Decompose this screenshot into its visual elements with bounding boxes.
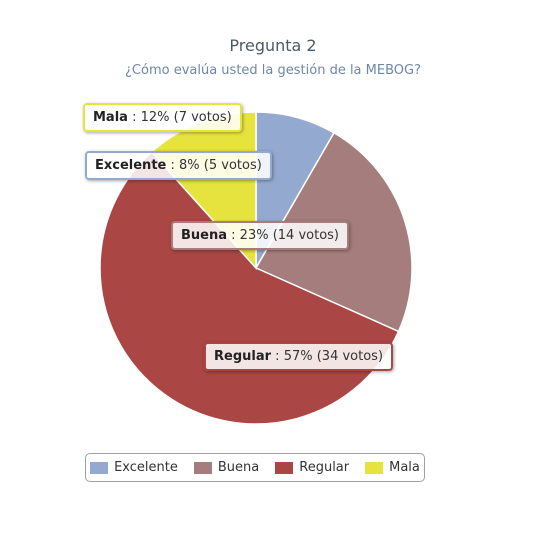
chart-legend: Excelente Buena Regular Mala — [85, 453, 425, 482]
legend-label: Excelente — [114, 460, 178, 475]
data-label-votes: (14 votos) — [272, 228, 340, 243]
data-label-votes: (34 votos) — [316, 349, 384, 364]
data-label-name: Mala — [93, 110, 128, 125]
legend-label: Regular — [299, 460, 350, 475]
data-label-name: Regular — [214, 349, 272, 364]
legend-swatch — [90, 461, 109, 474]
data-label-percent: 12% — [140, 110, 170, 125]
data-label-percent: 8% — [179, 158, 200, 173]
data-label-votes: (7 votos) — [173, 110, 232, 125]
legend-item-mala[interactable]: Mala — [365, 460, 420, 475]
data-label-excelente: Excelente : 8% (5 votos) — [85, 151, 272, 180]
chart-subtitle: ¿Cómo evalúa usted la gestión de la MEBO… — [125, 63, 421, 78]
legend-swatch — [193, 461, 212, 474]
legend-label: Buena — [217, 460, 260, 475]
data-label-name: Excelente — [95, 158, 167, 173]
chart-title: Pregunta 2 — [229, 36, 317, 55]
legend-item-excelente[interactable]: Excelente — [90, 460, 178, 475]
data-label-percent: 57% — [283, 349, 313, 364]
legend-label: Mala — [389, 460, 420, 475]
legend-item-regular[interactable]: Regular — [275, 460, 349, 475]
data-label-percent: 23% — [239, 228, 269, 243]
data-label-regular: Regular : 57% (34 votos) — [204, 342, 394, 371]
legend-swatch — [275, 461, 294, 474]
data-label-votes: (5 votos) — [203, 158, 262, 173]
data-label-name: Buena — [181, 228, 228, 243]
data-label-buena: Buena : 23% (14 votos) — [171, 221, 350, 250]
legend-item-buena[interactable]: Buena — [193, 460, 260, 475]
data-label-mala: Mala : 12% (7 votos) — [83, 103, 242, 132]
legend-swatch — [365, 461, 384, 474]
